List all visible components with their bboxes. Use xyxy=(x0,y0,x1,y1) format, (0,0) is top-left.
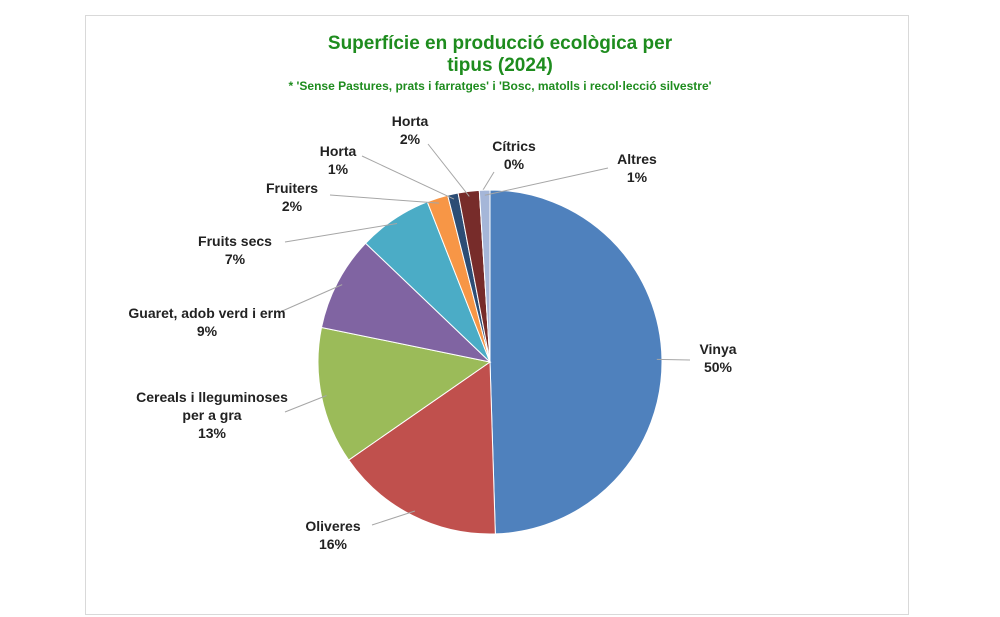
value-label: 1% xyxy=(327,161,349,177)
category-label: Vinya xyxy=(699,341,737,357)
leader-line xyxy=(427,143,470,197)
category-label: Horta xyxy=(391,113,429,129)
pie-slice xyxy=(489,189,663,535)
category-label: Fruiters xyxy=(265,180,319,196)
leader-line xyxy=(329,194,439,204)
leader-line xyxy=(284,395,327,413)
category-label: Altres xyxy=(617,151,657,167)
data-label: Altres 1% xyxy=(597,150,677,186)
data-label: Guaret, adob verd i erm 9% xyxy=(127,304,287,340)
category-label: Horta xyxy=(319,143,357,159)
data-label: Cereals i lleguminoses per a gra 13% xyxy=(132,388,292,442)
chart-subtitle: * 'Sense Pastures, prats i farratges' i … xyxy=(288,79,712,93)
value-label: 1% xyxy=(626,169,648,185)
category-label: Cereals i lleguminoses per a gra xyxy=(136,389,288,423)
value-label: 2% xyxy=(281,198,303,214)
value-label: 9% xyxy=(196,323,218,339)
pie-slice xyxy=(317,326,492,461)
leader-line xyxy=(284,222,398,243)
value-label: 0% xyxy=(503,156,525,172)
chart-frame xyxy=(85,15,909,615)
category-label: Fruits secs xyxy=(198,233,272,249)
data-label: Fruits secs 7% xyxy=(175,232,295,268)
value-label: 13% xyxy=(197,425,227,441)
category-label: Oliveres xyxy=(305,518,361,534)
value-label: 2% xyxy=(399,131,421,147)
value-label: 16% xyxy=(318,536,348,552)
category-label: Cítrics xyxy=(492,138,536,154)
data-label: Horta 1% xyxy=(298,142,378,178)
leader-line xyxy=(371,510,416,526)
pie-slice xyxy=(478,189,491,363)
leader-line xyxy=(656,358,691,361)
data-label: Cítrics 0% xyxy=(474,137,554,173)
data-label: Horta 2% xyxy=(370,112,450,148)
leader-line xyxy=(484,167,609,196)
data-label: Vinya 50% xyxy=(658,340,778,376)
value-label: 7% xyxy=(224,251,246,267)
category-label: Guaret, adob verd i erm xyxy=(128,305,286,321)
data-label: Fruiters 2% xyxy=(232,179,352,215)
data-label: Oliveres 16% xyxy=(273,517,393,553)
leader-line xyxy=(279,284,343,313)
chart-title-box: Superfície en producció ecològica per ti… xyxy=(0,33,1000,77)
pie-slice xyxy=(320,242,492,363)
chart-title: Superfície en producció ecològica per ti… xyxy=(327,33,673,76)
pie-slice xyxy=(347,361,496,535)
leader-line xyxy=(361,155,455,200)
value-label: 50% xyxy=(703,359,733,375)
